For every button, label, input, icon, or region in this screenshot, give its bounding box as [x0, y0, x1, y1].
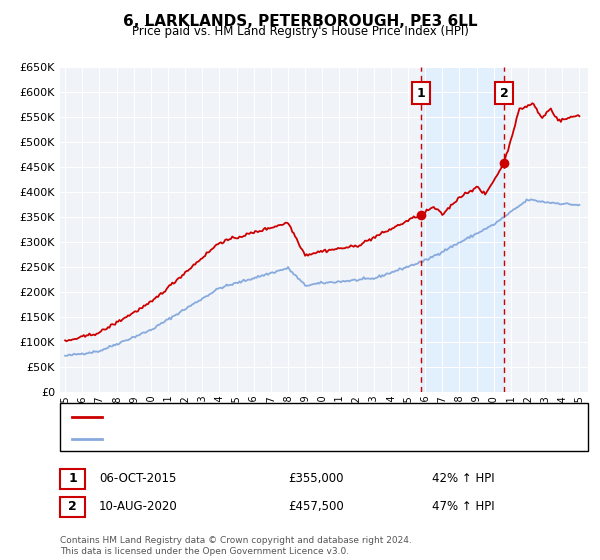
Text: 2: 2 — [500, 87, 508, 100]
Text: HPI: Average price, detached house, City of Peterborough: HPI: Average price, detached house, City… — [108, 434, 430, 444]
Text: £355,000: £355,000 — [288, 472, 343, 486]
Bar — [421, 67, 504, 392]
Text: 1: 1 — [416, 87, 425, 100]
Text: Price paid vs. HM Land Registry's House Price Index (HPI): Price paid vs. HM Land Registry's House … — [131, 25, 469, 38]
Text: 06-OCT-2015: 06-OCT-2015 — [99, 472, 176, 486]
Text: 47% ↑ HPI: 47% ↑ HPI — [432, 500, 494, 514]
Text: 2: 2 — [68, 500, 77, 514]
Text: 6, LARKLANDS, PETERBOROUGH, PE3 6LL (detached house): 6, LARKLANDS, PETERBOROUGH, PE3 6LL (det… — [108, 412, 442, 422]
Text: 10-AUG-2020: 10-AUG-2020 — [99, 500, 178, 514]
Text: 42% ↑ HPI: 42% ↑ HPI — [432, 472, 494, 486]
Text: 6, LARKLANDS, PETERBOROUGH, PE3 6LL: 6, LARKLANDS, PETERBOROUGH, PE3 6LL — [123, 14, 477, 29]
Text: 1: 1 — [68, 472, 77, 486]
Text: Contains HM Land Registry data © Crown copyright and database right 2024.
This d: Contains HM Land Registry data © Crown c… — [60, 536, 412, 556]
Text: £457,500: £457,500 — [288, 500, 344, 514]
